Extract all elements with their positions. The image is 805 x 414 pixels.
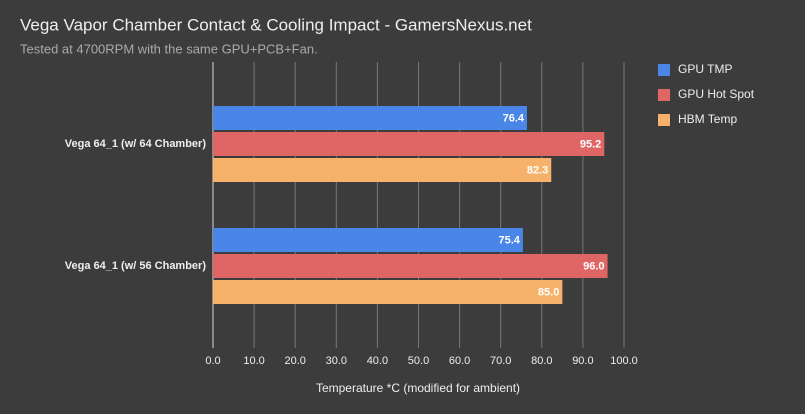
bar xyxy=(213,158,552,182)
value-label: 75.4 xyxy=(498,234,520,246)
value-label: 76.4 xyxy=(503,112,525,124)
bar xyxy=(213,280,563,304)
legend-label: GPU Hot Spot xyxy=(678,87,755,101)
legend-label: GPU TMP xyxy=(678,62,732,76)
bar xyxy=(213,106,528,130)
value-label: 96.0 xyxy=(583,260,604,272)
value-label: 82.3 xyxy=(527,164,548,176)
bar xyxy=(213,254,608,278)
legend-swatch xyxy=(658,89,670,101)
legend-swatch xyxy=(658,114,670,126)
x-tick-label: 60.0 xyxy=(449,355,470,367)
x-tick-label: 20.0 xyxy=(284,355,305,367)
bar xyxy=(213,132,605,156)
x-tick-label: 70.0 xyxy=(490,355,511,367)
value-label: 85.0 xyxy=(538,286,559,298)
x-tick-label: 50.0 xyxy=(408,355,429,367)
x-tick-label: 90.0 xyxy=(572,355,593,367)
bar xyxy=(213,228,523,252)
legend-label: HBM Temp xyxy=(678,112,737,126)
legend-swatch xyxy=(658,64,670,76)
x-tick-label: 100.0 xyxy=(610,355,638,367)
value-label: 95.2 xyxy=(580,138,601,150)
y-tick-label: Vega 64_1 (w/ 64 Chamber) xyxy=(65,138,207,150)
x-tick-label: 80.0 xyxy=(531,355,552,367)
x-tick-label: 0.0 xyxy=(205,355,220,367)
x-tick-label: 30.0 xyxy=(326,355,347,367)
x-axis-label: Temperature *C (modified for ambient) xyxy=(316,381,520,395)
x-tick-label: 40.0 xyxy=(367,355,388,367)
chart-title: Vega Vapor Chamber Contact & Cooling Imp… xyxy=(20,15,532,34)
y-tick-label: Vega 64_1 (w/ 56 Chamber) xyxy=(65,260,207,272)
x-tick-label: 10.0 xyxy=(243,355,264,367)
chart-subtitle: Tested at 4700RPM with the same GPU+PCB+… xyxy=(20,41,318,56)
